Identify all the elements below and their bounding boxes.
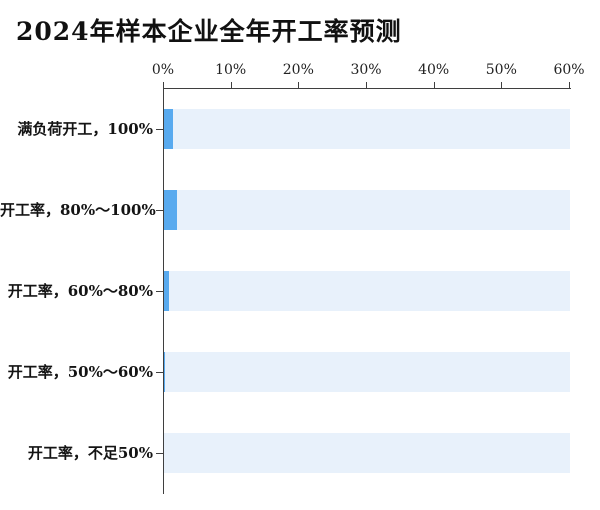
bar: [164, 271, 170, 311]
x-tick-mark: [230, 82, 232, 88]
x-tick-label: 20%: [282, 62, 314, 78]
x-tick-mark: [163, 82, 164, 88]
category-label: 开工率，不足50%: [27, 444, 153, 463]
bar: [164, 108, 173, 149]
y-tick-mark: [156, 372, 163, 374]
bar-track: [164, 433, 570, 474]
y-tick-mark: [156, 291, 163, 292]
y-tick-mark: [156, 128, 163, 130]
category-label: 开工率，80%～100%: [0, 200, 156, 219]
y-tick-mark: [156, 453, 163, 455]
category-label: 开工率，60%～80%: [7, 282, 153, 300]
x-tick-mark: [501, 82, 503, 88]
bar-track: [164, 352, 570, 393]
x-tick-label: 60%: [553, 62, 585, 78]
x-tick-label: 10%: [215, 62, 247, 78]
bar-track: [164, 189, 570, 230]
bar-track: [164, 108, 570, 149]
bar-track: [164, 271, 570, 311]
x-tick-label: 50%: [485, 62, 517, 78]
x-tick-label: 0%: [151, 62, 175, 78]
x-tick-label: 40%: [418, 62, 450, 78]
x-tick-mark: [433, 82, 435, 88]
category-label: 开工率，50%～60%: [7, 363, 153, 382]
y-tick-mark: [156, 209, 163, 211]
bar: [164, 352, 166, 393]
x-tick-label: 30%: [350, 62, 382, 78]
y-axis-line: [163, 88, 164, 494]
bar: [164, 189, 177, 230]
x-tick-mark: [298, 82, 300, 88]
x-tick-mark: [569, 82, 570, 88]
x-axis-line: [163, 88, 571, 89]
category-label: 满负荷开工，100%: [17, 119, 153, 138]
x-tick-mark: [366, 82, 367, 88]
chart-title: 2024年样本企业全年开工率预测: [16, 17, 402, 46]
